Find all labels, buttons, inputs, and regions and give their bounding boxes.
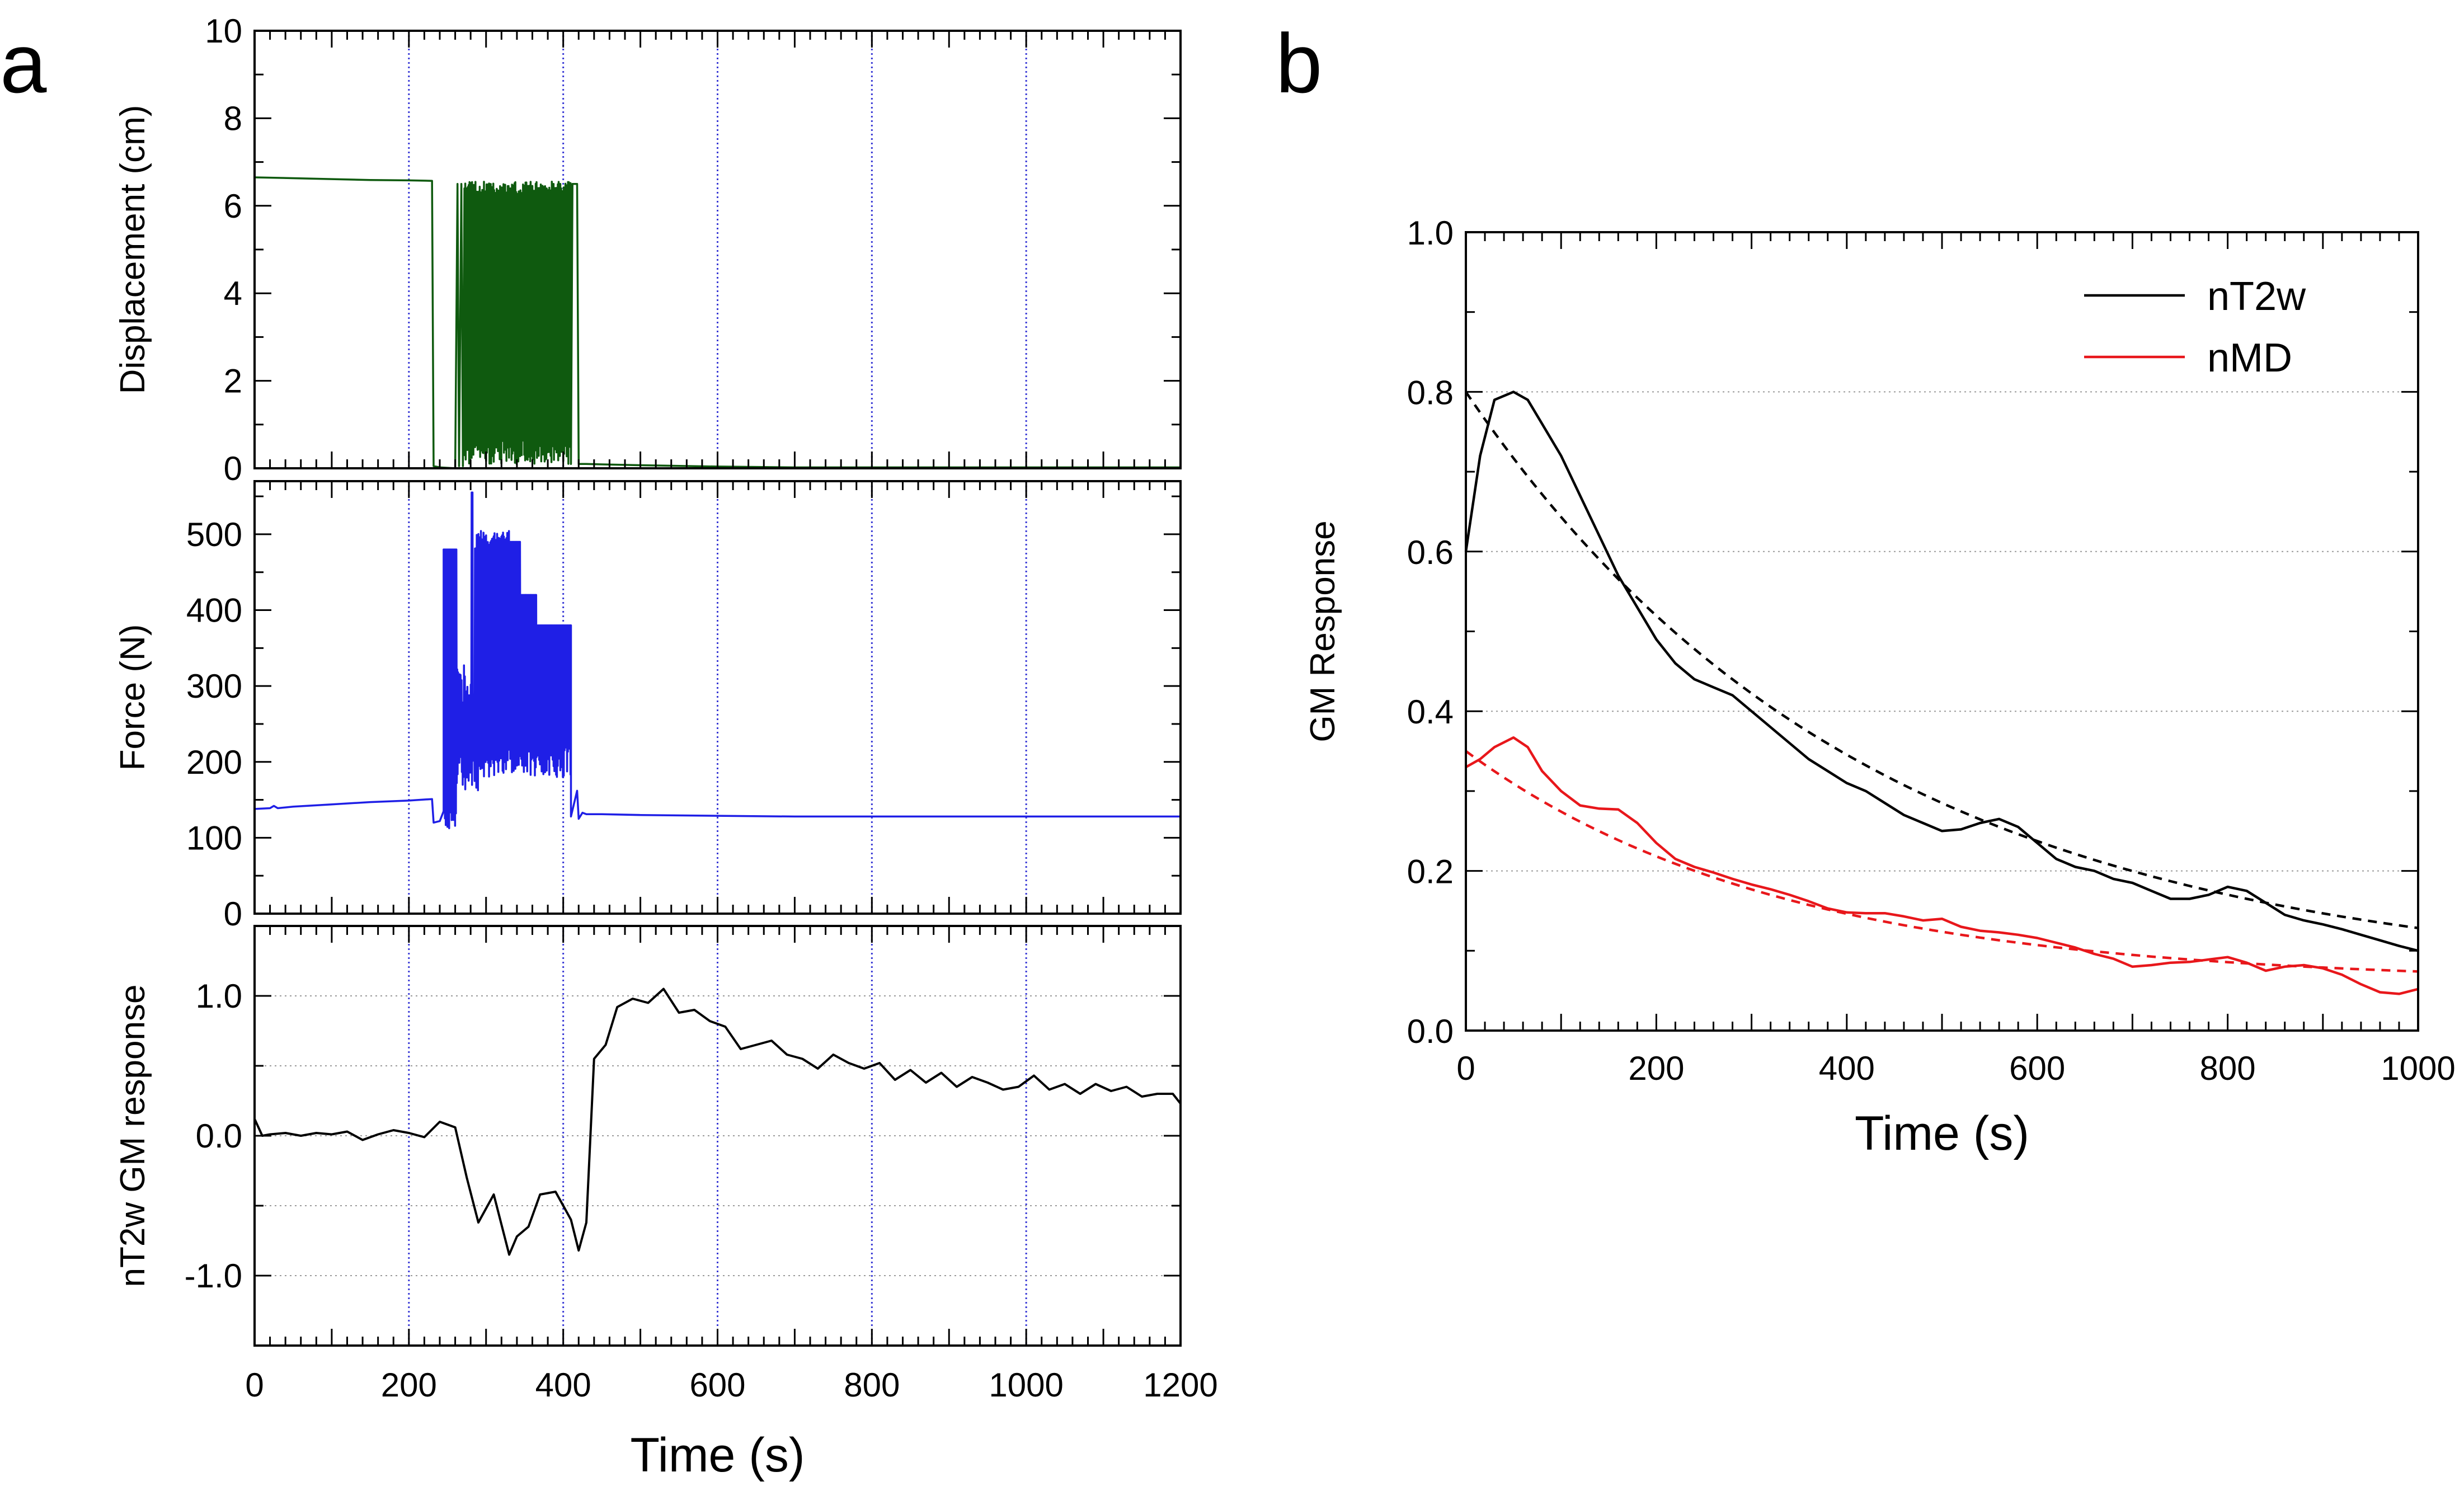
x-tick-label: 200 [381, 1366, 437, 1404]
x-tick-label: 1200 [1143, 1366, 1217, 1404]
y-tick-label: 0.2 [1407, 853, 1454, 891]
panel-b-letter: b [1276, 16, 1322, 110]
x-tick-label: 600 [2009, 1050, 2065, 1087]
y-tick-label: 0 [224, 450, 242, 487]
y-tick-label: 300 [186, 667, 242, 705]
x-tick-label: 200 [1628, 1050, 1684, 1087]
series-line-nmd [1465, 736, 2419, 995]
chart-displacement: 0 2 4 6 8 10 Displacement (cm) [114, 12, 1182, 487]
legend-label-nmd: nMD [2207, 336, 2292, 380]
y-tick-label: 200 [186, 744, 242, 781]
y-tick-label: 100 [186, 819, 242, 857]
series-line-nmd-fit [1465, 750, 2419, 973]
y-tick-label: 0.0 [196, 1117, 242, 1155]
y-axis-title: Force (N) [114, 624, 152, 771]
y-axis-title: nT2w GM response [114, 985, 152, 1287]
panel-a-letter: a [0, 16, 47, 110]
x-tick-label: 0 [245, 1366, 264, 1404]
chart-gm-response: 0.0 0.2 0.4 0.6 0.8 1.0 0 200 400 600 800 1000 GM Re… [1304, 214, 2456, 1160]
x-tick-label: 1000 [2381, 1050, 2455, 1087]
y-tick-label: 500 [186, 516, 242, 553]
x-axis-title: Time (s) [1855, 1107, 2029, 1160]
series-line-nt2w-gm-response [255, 987, 1181, 1256]
series-line-nt2w-fit [1465, 391, 2419, 929]
y-tick-label: 0 [224, 895, 242, 933]
series-line-displacement [255, 176, 1181, 468]
y-tick-label: 8 [224, 100, 242, 137]
y-tick-label: -1.0 [185, 1257, 242, 1295]
y-tick-label: 6 [224, 187, 242, 225]
chart-force: 0 100 200 300 400 500 Force (N) [114, 480, 1182, 933]
y-tick-label: 2 [224, 363, 242, 400]
x-tick-label: 0 [1456, 1050, 1475, 1087]
y-tick-label: 4 [224, 275, 242, 312]
legend: nT2w nMD [2084, 274, 2306, 380]
y-tick-label: 0.6 [1407, 534, 1454, 571]
x-tick-label: 600 [689, 1366, 745, 1404]
y-tick-label: 10 [205, 12, 242, 50]
y-axis-title: GM Response [1304, 520, 1342, 742]
x-tick-label: 400 [535, 1366, 591, 1404]
x-axis-title: Time (s) [630, 1428, 805, 1482]
series-line-force [255, 491, 1181, 830]
legend-label-nt2w: nT2w [2207, 274, 2306, 319]
y-axis-title: Displacement (cm) [114, 105, 152, 394]
chart-nt2w-gm-response: -1.0 0.0 1.0 nT2w GM response 0 200 400 600 800 1… [114, 925, 1218, 1482]
x-tick-label: 400 [1819, 1050, 1875, 1087]
x-tick-label: 800 [2200, 1050, 2256, 1087]
x-tick-label: 800 [844, 1366, 900, 1404]
y-tick-label: 400 [186, 592, 242, 629]
x-tick-label: 1000 [989, 1366, 1063, 1404]
y-tick-label: 0.8 [1407, 374, 1454, 411]
y-tick-label: 1.0 [196, 977, 242, 1015]
series-line-nt2w [1464, 391, 2419, 952]
y-tick-label: 1.0 [1407, 214, 1454, 252]
y-tick-label: 0.0 [1407, 1013, 1454, 1050]
y-tick-label: 0.4 [1407, 693, 1454, 731]
